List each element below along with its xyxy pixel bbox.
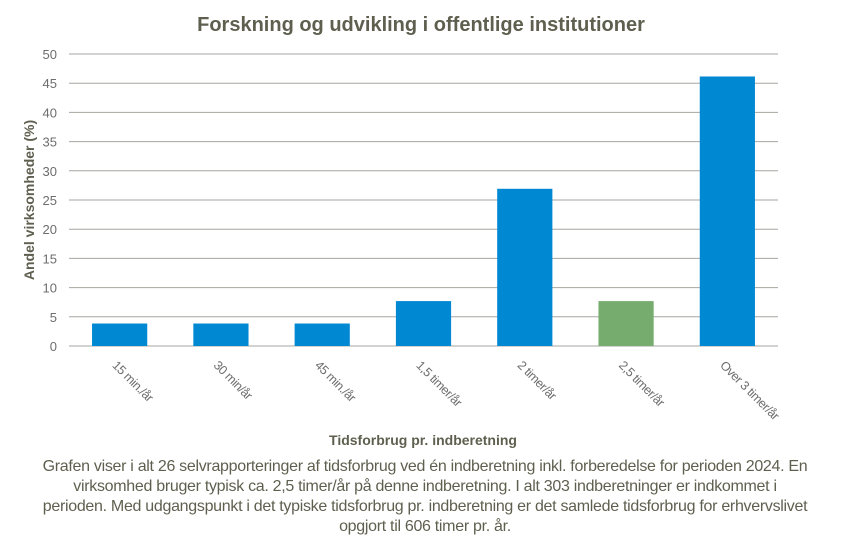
y-tick-label: 10 (43, 281, 57, 296)
x-tick-label: 15 min./år (110, 358, 157, 405)
y-tick-label: 25 (43, 193, 57, 208)
y-tick-label: 30 (43, 164, 57, 179)
y-tick-label: 50 (43, 47, 57, 62)
x-tick-label: 2,5 timer/år (616, 358, 667, 409)
y-tick-label: 0 (50, 339, 57, 354)
y-tick-label: 5 (50, 310, 57, 325)
bar (497, 188, 553, 346)
bar (92, 323, 148, 346)
bar (294, 323, 350, 346)
x-tick-label: Over 3 timer/år (717, 358, 782, 423)
chart-caption: Grafen viser i alt 26 selvrapporteringer… (42, 458, 808, 535)
bar (598, 301, 654, 346)
y-axis-label: Andel virksomheder (%) (21, 120, 37, 280)
y-tick-label: 45 (43, 76, 57, 91)
y-tick-label: 15 (43, 251, 57, 266)
x-axis-label: Tidsforbrug pr. indberetning (329, 432, 517, 448)
bar-chart: 0 5 10 15 20 25 30 35 40 45 50 15 min./år 30 min/år 4… (21, 47, 782, 448)
y-tick-label: 20 (43, 222, 57, 237)
bar (193, 323, 249, 346)
y-tick-label: 40 (43, 105, 57, 120)
y-tick-label: 35 (43, 135, 57, 150)
x-tick-label: 2 timer/år (515, 358, 560, 403)
x-tick-label: 30 min/år (211, 358, 255, 402)
x-tick-label: 1,5 timer/år (413, 358, 464, 409)
chart-title: Forskning og udvikling i offentlige inst… (197, 14, 645, 36)
bar (395, 301, 452, 346)
x-tick-label: 45 min./år (312, 358, 359, 405)
bar (699, 76, 755, 346)
